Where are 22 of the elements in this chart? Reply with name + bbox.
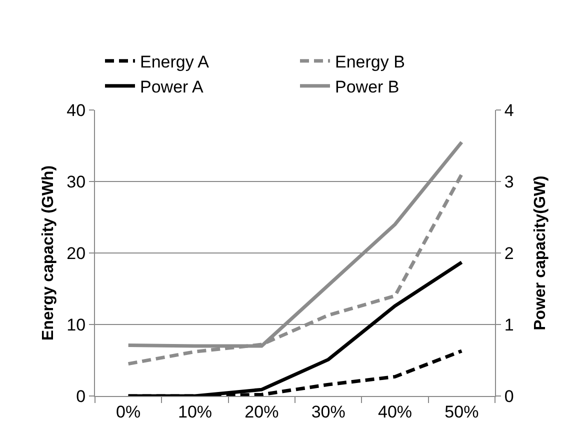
x-tick-label: 40% bbox=[378, 402, 412, 422]
y2-tick-label: 1 bbox=[504, 315, 514, 334]
x-tick-label: 50% bbox=[444, 402, 479, 422]
x-tick-label: 0% bbox=[116, 402, 141, 422]
y-tick-label: 0 bbox=[76, 386, 86, 406]
y2-tick-label: 3 bbox=[504, 172, 514, 192]
x-tick-label: 10% bbox=[178, 402, 212, 422]
legend-label: Energy B bbox=[335, 52, 405, 72]
y-tick-label: 10 bbox=[66, 315, 86, 334]
y-tick-label: 30 bbox=[66, 172, 86, 192]
legend-label: Power B bbox=[335, 78, 400, 97]
y2-axis-title: Power capacity(GW) bbox=[532, 176, 549, 330]
y-tick-label: 40 bbox=[66, 100, 86, 120]
legend-label: Power A bbox=[140, 78, 204, 97]
x-tick-label: 20% bbox=[244, 402, 279, 422]
legend-label: Energy A bbox=[140, 52, 210, 72]
y2-tick-label: 0 bbox=[504, 386, 514, 406]
y-tick-label: 20 bbox=[66, 244, 86, 263]
y2-tick-label: 4 bbox=[504, 100, 514, 120]
y-axis-title: Energy capacity (GWh) bbox=[40, 165, 57, 341]
y2-tick-label: 2 bbox=[504, 244, 514, 263]
x-tick-label: 30% bbox=[311, 402, 346, 422]
